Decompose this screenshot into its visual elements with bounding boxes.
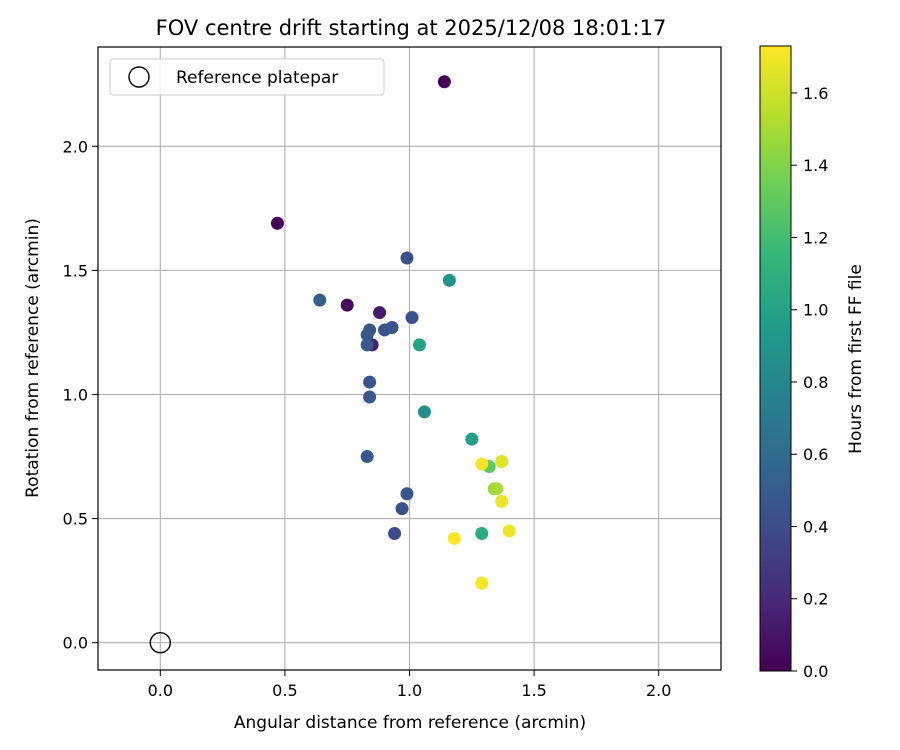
data-point (490, 482, 504, 496)
x-tick-label: 0.0 (148, 681, 173, 700)
x-tick-label: 1.5 (521, 681, 546, 700)
data-point (495, 494, 509, 508)
colorbar-tick-label: 1.2 (803, 228, 828, 247)
y-tick-label: 1.5 (63, 261, 88, 280)
data-point (437, 75, 451, 89)
colorbar-ticks: 0.0 0.2 0.4 0.6 0.8 1.0 1.2 1.4 1.6 (791, 84, 828, 681)
x-tick-label: 2.0 (646, 681, 671, 700)
data-point (363, 375, 377, 389)
chart-title: FOV centre drift starting at 2025/12/08 … (156, 16, 667, 40)
data-point (360, 338, 374, 352)
reference-marker-group (149, 631, 172, 654)
data-point (388, 526, 402, 540)
x-tick-label: 1.0 (397, 681, 422, 700)
data-point (400, 487, 414, 501)
colorbar-tick-label: 0.8 (803, 373, 828, 392)
legend-reference-marker (128, 66, 150, 88)
data-point (465, 432, 479, 446)
colorbar-label: Hours from first FF file (846, 264, 866, 454)
data-point (475, 576, 489, 590)
legend-label: Reference platepar (176, 68, 338, 88)
x-axis-ticks: 0.0 0.5 1.0 1.5 2.0 (148, 670, 671, 700)
data-point (442, 273, 456, 287)
colorbar-tick-label: 1.0 (803, 301, 828, 320)
data-points (270, 75, 516, 590)
colorbar-tick-label: 1.4 (803, 156, 828, 175)
data-point (412, 338, 426, 352)
x-tick-label: 0.5 (272, 681, 297, 700)
data-point (373, 306, 387, 320)
plot-area: 0.0 0.5 1.0 1.5 2.0 0.0 0.5 1.0 1.5 2.0 (63, 46, 722, 700)
y-axis-label: Rotation from reference (arcmin) (23, 218, 43, 498)
y-tick-label: 2.0 (63, 137, 88, 156)
legend-box (109, 58, 385, 96)
x-axis-label: Angular distance from reference (arcmin) (234, 713, 586, 733)
data-point (360, 328, 374, 342)
data-point (340, 298, 354, 312)
data-point (378, 323, 392, 337)
data-point (475, 457, 489, 471)
data-point (502, 524, 516, 538)
colorbar-tick-label: 0.2 (803, 590, 828, 609)
legend: Reference platepar (109, 58, 385, 96)
data-point (447, 531, 461, 545)
colorbar-tick-label: 1.6 (803, 84, 828, 103)
colorbar-tick-label: 0.6 (803, 445, 828, 464)
data-point (270, 216, 284, 230)
colorbar-tick-label: 0.4 (803, 517, 828, 536)
data-point (417, 405, 431, 419)
colorbar-scale (759, 45, 792, 672)
y-tick-label: 1.0 (63, 385, 88, 404)
y-tick-label: 0.5 (63, 510, 88, 529)
data-point (360, 450, 374, 464)
data-point (313, 293, 327, 307)
y-tick-label: 0.0 (63, 634, 88, 653)
data-point (495, 455, 509, 469)
data-point (363, 390, 377, 404)
colorbar: 0.0 0.2 0.4 0.6 0.8 1.0 1.2 1.4 1.6 Hours from f… (759, 45, 866, 681)
grid (98, 47, 721, 670)
data-point (405, 311, 419, 325)
reference-marker (149, 631, 172, 654)
y-axis-ticks: 0.0 0.5 1.0 1.5 2.0 (63, 137, 98, 653)
data-point (400, 251, 414, 265)
data-point (395, 502, 409, 516)
data-point (475, 526, 489, 540)
colorbar-tick-label: 0.0 (803, 662, 828, 681)
